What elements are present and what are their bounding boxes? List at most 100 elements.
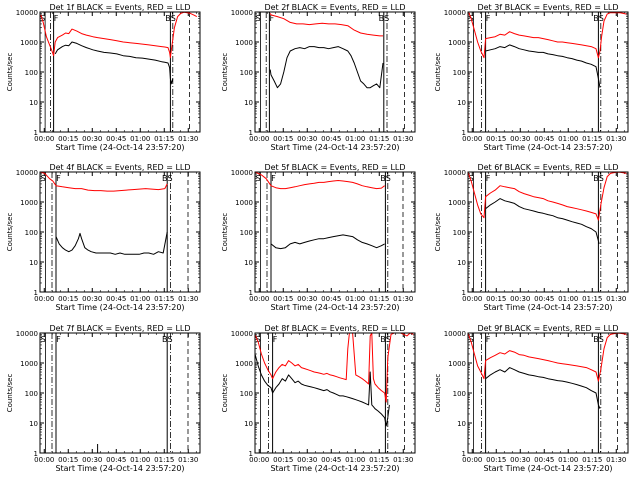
x-tick-label: 01:00	[345, 135, 365, 143]
flag-label: S	[40, 14, 45, 23]
x-tick-label: 00:30	[297, 295, 317, 303]
plot-frame	[254, 332, 416, 454]
y-tick-label: 100	[25, 69, 38, 77]
x-tick-label: 01:15	[154, 295, 174, 303]
flag-label: S	[599, 335, 604, 344]
x-tick-label: 00:45	[534, 456, 554, 464]
y-axis-label: Counts/sec	[221, 53, 229, 92]
y-axis-label: Counts/sec	[221, 374, 229, 413]
x-tick-label: 00:45	[321, 456, 341, 464]
flag-label: B	[162, 174, 168, 183]
lld-series-line	[467, 171, 627, 221]
x-tick-label: 00:15	[58, 135, 78, 143]
y-tick-label: 1000	[448, 39, 466, 47]
flag-label: S	[469, 174, 474, 183]
x-tick-label: 00:00	[462, 456, 482, 464]
panel-det-3: Det 3f BLACK = Events, RED = LLD 1 10 100 10…	[434, 3, 629, 152]
x-tick-label: 01:00	[130, 456, 150, 464]
x-tick-label: 00:45	[106, 295, 126, 303]
y-tick-label: 1000	[20, 199, 38, 207]
x-tick-label: 00:00	[249, 295, 269, 303]
panel-det-7: Det 7f BLACK = Events, RED = LLD 1 10 100 10…	[6, 324, 201, 473]
y-tick-label: 10000	[444, 330, 466, 338]
y-tick-label: 10000	[16, 330, 38, 338]
y-axis-label: Counts/sec	[6, 374, 14, 413]
x-tick-label: 00:45	[106, 135, 126, 143]
y-tick-label: 10000	[231, 9, 253, 17]
x-tick-label: 00:15	[486, 135, 506, 143]
y-tick-label: 1	[34, 289, 38, 297]
plot-frame	[467, 332, 629, 454]
y-tick-label: 10	[457, 420, 466, 428]
x-tick-label: 01:00	[558, 456, 578, 464]
x-axis-label: Start Time (24-Oct-14 23:57:20)	[483, 143, 612, 152]
flag-label: B	[593, 174, 599, 183]
flag-label: S	[599, 174, 604, 183]
flag-label: F	[271, 174, 276, 183]
flag-label: F	[486, 174, 491, 183]
x-tick-label: 01:30	[393, 456, 413, 464]
y-tick-label: 1	[462, 450, 466, 458]
flag-label: B	[593, 14, 599, 23]
lld-series-line	[468, 12, 627, 59]
plot-frame	[39, 11, 201, 133]
y-tick-label: 1000	[20, 360, 38, 368]
y-tick-label: 100	[240, 229, 253, 237]
events-series-line	[55, 231, 168, 255]
x-tick-label: 00:30	[82, 135, 102, 143]
plot-frame	[39, 171, 201, 293]
x-tick-label: 00:00	[34, 295, 54, 303]
x-tick-label: 01:15	[582, 135, 602, 143]
y-tick-label: 10000	[231, 330, 253, 338]
lld-series-line	[254, 171, 385, 190]
x-tick-label: 00:45	[321, 135, 341, 143]
x-tick-label: 01:00	[130, 295, 150, 303]
x-tick-label: 00:15	[58, 456, 78, 464]
flag-label: F	[56, 174, 61, 183]
x-tick-label: 01:15	[582, 295, 602, 303]
x-axis-label: Start Time (24-Oct-14 23:57:20)	[483, 303, 612, 312]
x-tick-label: 01:30	[178, 135, 198, 143]
panel-det-8: Det 8f BLACK = Events, RED = LLD 1 10 100 10…	[221, 324, 416, 473]
x-tick-label: 00:30	[297, 456, 317, 464]
x-tick-label: 01:15	[582, 456, 602, 464]
plot-frame	[254, 171, 416, 293]
flag-label: F	[56, 335, 61, 344]
flag-label: S	[256, 14, 261, 23]
panel-det-4: Det 4f BLACK = Events, RED = LLD 1 10 100 10…	[6, 163, 201, 312]
y-tick-label: 1000	[448, 199, 466, 207]
flag-label: B	[593, 335, 599, 344]
y-tick-label: 10000	[231, 169, 253, 177]
y-tick-label: 1000	[20, 39, 38, 47]
panel-det-5: Det 5f BLACK = Events, RED = LLD 1 10 100 10…	[221, 163, 416, 312]
y-tick-label: 10000	[444, 9, 466, 17]
y-tick-label: 1	[462, 129, 466, 137]
x-tick-label: 00:45	[321, 295, 341, 303]
x-axis-label: Start Time (24-Oct-14 23:57:20)	[55, 303, 184, 312]
panel-title: Det 2f BLACK = Events, RED = LLD	[264, 3, 405, 12]
x-tick-label: 00:15	[486, 456, 506, 464]
panel-title: Det 8f BLACK = Events, RED = LLD	[264, 324, 405, 333]
y-tick-label: 10000	[444, 169, 466, 177]
flag-label: F	[269, 14, 274, 23]
y-tick-label: 10	[29, 99, 38, 107]
x-axis-label: Start Time (24-Oct-14 23:57:20)	[270, 303, 399, 312]
y-tick-label: 100	[240, 69, 253, 77]
lld-series-line	[467, 332, 627, 382]
x-tick-label: 00:00	[462, 295, 482, 303]
flag-label: B	[380, 335, 386, 344]
y-tick-label: 10	[244, 420, 253, 428]
y-tick-label: 1000	[235, 39, 253, 47]
flag-label: S	[171, 14, 176, 23]
y-tick-label: 100	[240, 390, 253, 398]
x-tick-label: 01:30	[178, 456, 198, 464]
flag-label: S	[256, 174, 261, 183]
flag-label: S	[168, 335, 173, 344]
y-axis-label: Counts/sec	[434, 53, 442, 92]
flag-label: S	[256, 335, 261, 344]
flag-label: B	[162, 335, 168, 344]
y-axis-label: Counts/sec	[221, 213, 229, 252]
lld-series-line	[254, 332, 414, 403]
x-tick-label: 01:15	[369, 456, 389, 464]
